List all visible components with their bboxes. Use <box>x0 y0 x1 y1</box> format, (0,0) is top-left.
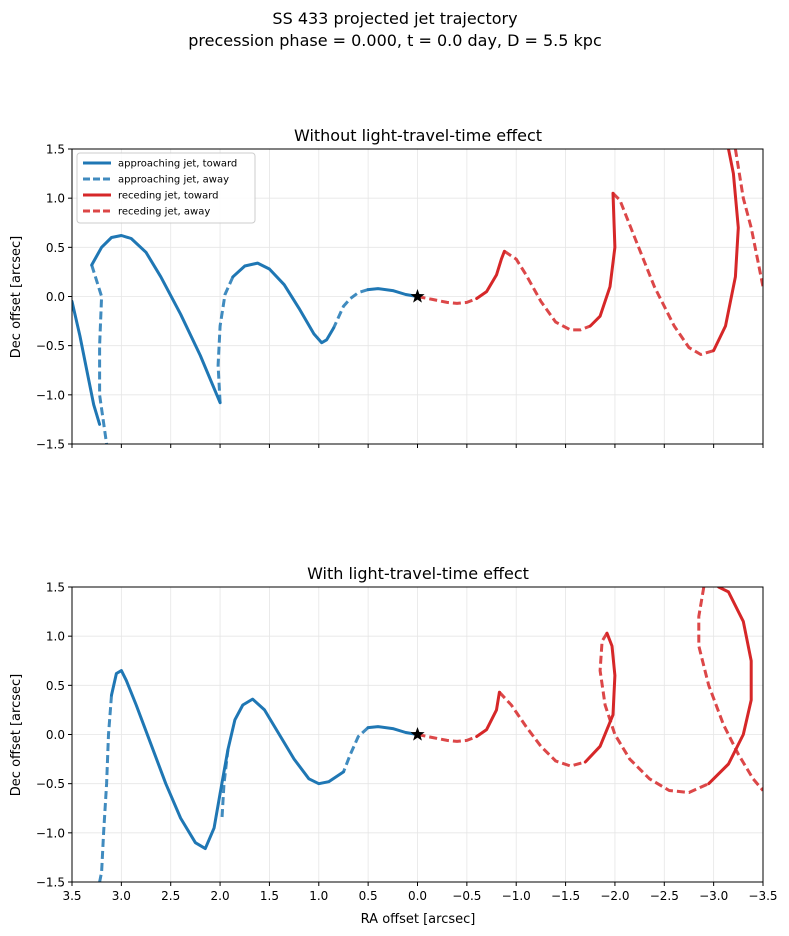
y-tick-label: −1.5 <box>36 876 65 890</box>
x-tick-label: −3.5 <box>748 889 777 903</box>
series-receding-jet-away <box>417 295 478 305</box>
series-layer <box>72 149 763 444</box>
y-tick-label: 0.0 <box>46 728 65 742</box>
y-tick-label: −1.0 <box>36 826 65 840</box>
y-axis-label: Dec offset [arcsec] <box>9 236 24 358</box>
series-approaching-jet-toward <box>90 234 222 405</box>
x-tick-label: −3.0 <box>699 889 728 903</box>
series-receding-jet-toward <box>588 191 617 328</box>
source-star-marker <box>410 727 425 741</box>
x-tick-label: −0.5 <box>452 889 481 903</box>
x-tick-label: 1.0 <box>309 889 328 903</box>
series-receding-jet-toward <box>475 690 501 738</box>
series-receding-jet-toward <box>712 149 740 353</box>
series-receding-jet-away <box>503 250 591 332</box>
y-tick-label: 1.0 <box>46 630 65 644</box>
panel-with-light-travel: With light-travel-time effect 3.5 3.0 2.5 2… <box>9 564 778 927</box>
y-tick-label: 0.5 <box>46 679 65 693</box>
series-approaching-jet-away <box>90 264 109 444</box>
series-approaching-jet-away <box>342 726 370 773</box>
y-tick-label: 0.5 <box>46 241 65 255</box>
x-tick-label: 2.5 <box>161 889 180 903</box>
series-approaching-jet-away <box>332 288 369 329</box>
series-approaching-jet-toward <box>72 299 102 426</box>
series-receding-jet-away <box>611 192 715 356</box>
y-tick-label: −1.0 <box>36 388 65 402</box>
y-tick-label: −1.5 <box>36 438 65 452</box>
legend-label: receding jet, away <box>118 207 210 218</box>
legend-box <box>76 152 256 224</box>
y-tick-label: 1.5 <box>46 581 65 595</box>
y-tick-label: 1.0 <box>46 192 65 206</box>
series-receding-jet-away <box>733 149 763 287</box>
series-receding-jet-toward <box>475 249 506 300</box>
y-tick-label: 0.0 <box>46 290 65 304</box>
panel-title: With light-travel-time effect <box>307 564 529 583</box>
y-ticks: −1.5 −1.0 −0.5 0.0 0.5 1.0 1.5 <box>36 581 72 890</box>
x-ticks <box>71 444 764 448</box>
y-tick-label: −0.5 <box>36 339 65 353</box>
suptitle-line-1: SS 433 projected jet trajectory <box>272 9 517 28</box>
x-tick-label: 3.0 <box>112 889 131 903</box>
series-layer <box>98 587 763 882</box>
legend-label: approaching jet, toward <box>118 159 237 170</box>
x-tick-label: −2.5 <box>650 889 679 903</box>
series-receding-jet-away <box>498 691 586 768</box>
x-tick-label: 0.5 <box>359 889 378 903</box>
series-approaching-jet-away <box>98 695 113 882</box>
x-tick-label: −1.0 <box>502 889 531 903</box>
series-receding-jet-away <box>697 587 763 792</box>
x-axis-label: RA offset [arcsec] <box>361 912 476 927</box>
series-approaching-jet-away <box>216 276 235 403</box>
panel-without-light-travel: Without light-travel-time effect −1.5−1.… <box>9 126 764 452</box>
legend-label: receding jet, toward <box>118 191 219 202</box>
y-axis-label: Dec offset [arcsec] <box>9 674 24 796</box>
series-approaching-jet-toward <box>231 261 336 345</box>
y-tick-label: −0.5 <box>36 777 65 791</box>
series-approaching-jet-toward <box>366 725 419 736</box>
series-receding-jet-toward <box>583 631 617 764</box>
y-ticks: −1.5 −1.0 −0.5 0.0 0.5 1.0 1.5 <box>36 143 72 452</box>
x-tick-label: −2.0 <box>600 889 629 903</box>
x-tick-label: −1.5 <box>551 889 580 903</box>
suptitle-line-2: precession phase = 0.000, t = 0.0 day, D… <box>188 31 601 50</box>
series-receding-jet-away <box>417 733 478 743</box>
series-approaching-jet-toward <box>366 287 419 298</box>
legend: approaching jet, toward approaching jet, … <box>76 152 256 224</box>
y-tick-label: 1.5 <box>46 143 65 157</box>
x-tick-label: 3.5 <box>62 889 81 903</box>
x-tick-label: 1.5 <box>260 889 279 903</box>
legend-label: approaching jet, away <box>118 175 229 186</box>
source-star-marker <box>410 289 425 303</box>
x-ticks: 3.5 3.0 2.5 2.0 1.5 1.0 0.5 0.0 −0.5 −1.0 −1.5 −2.0… <box>62 882 778 903</box>
series-receding-jet-away <box>598 632 710 794</box>
x-tick-label: 0.0 <box>408 889 427 903</box>
x-tick-label: 2.0 <box>211 889 230 903</box>
panel-title: Without light-travel-time effect <box>294 126 542 145</box>
series-approaching-jet-toward <box>110 669 345 851</box>
series-receding-jet-toward <box>707 587 753 786</box>
